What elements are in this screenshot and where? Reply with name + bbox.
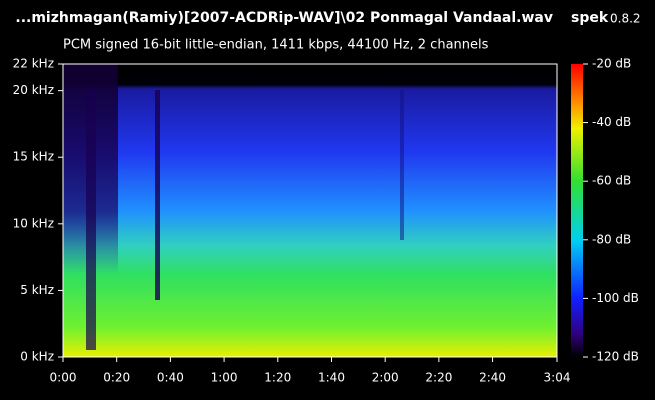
x-tick-label: 1:00 xyxy=(211,371,238,385)
colorbar-tick-label: -40 dB xyxy=(592,115,631,129)
spectrogram xyxy=(63,64,557,357)
colorbar xyxy=(571,64,583,357)
file-title: ...mizhmagan(Ramiy)[2007-ACDRip-WAV]\02 … xyxy=(15,10,553,26)
y-tick-label: 22 kHz xyxy=(13,57,54,71)
x-tick-label: 0:20 xyxy=(103,371,130,385)
x-tick-label: 2:40 xyxy=(479,371,506,385)
colorbar-tick-label: -120 dB xyxy=(592,350,639,364)
y-tick-label: 5 kHz xyxy=(20,283,54,297)
x-tick-label: 3:04 xyxy=(544,371,571,385)
y-tick-label: 0 kHz xyxy=(20,350,54,364)
x-tick-label: 2:20 xyxy=(425,371,452,385)
y-tick-label: 15 kHz xyxy=(13,150,54,164)
x-tick-label: 0:00 xyxy=(50,371,77,385)
subtitle: PCM signed 16-bit little-endian, 1411 kb… xyxy=(63,38,489,53)
app-name: spek xyxy=(571,10,609,26)
y-tick-label: 20 kHz xyxy=(13,83,54,97)
colorbar-tick-label: -80 dB xyxy=(592,232,631,246)
y-tick-label: 10 kHz xyxy=(13,216,54,230)
x-tick-label: 2:00 xyxy=(372,371,399,385)
spectrogram-shade xyxy=(86,90,96,350)
x-tick-label: 1:20 xyxy=(264,371,291,385)
colorbar-tick-label: -60 dB xyxy=(592,174,631,188)
colorbar-tick-label: -20 dB xyxy=(592,57,631,71)
app-version: 0.8.2 xyxy=(610,12,641,26)
x-tick-label: 0:40 xyxy=(157,371,184,385)
plot-frame xyxy=(62,63,558,358)
x-tick-label: 1:40 xyxy=(318,371,345,385)
colorbar-tick-label: -100 dB xyxy=(592,291,639,305)
spectrogram-image xyxy=(63,64,557,357)
spectrogram-shade xyxy=(155,90,160,300)
spectrogram-shade xyxy=(400,90,404,240)
